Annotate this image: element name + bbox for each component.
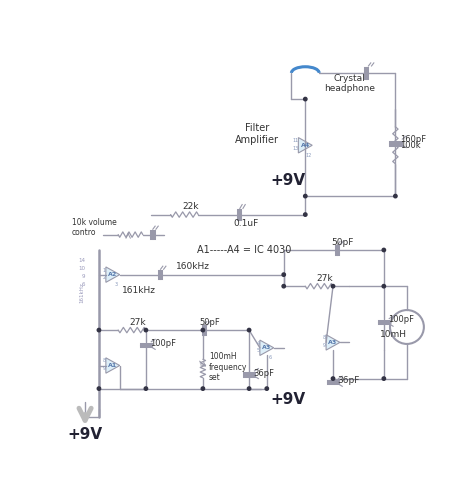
Text: 3: 3 [114, 282, 118, 287]
Polygon shape [326, 335, 340, 350]
Circle shape [282, 273, 285, 277]
Text: A4: A4 [301, 143, 310, 148]
Text: 161kHz: 161kHz [122, 285, 156, 295]
Text: 36pF: 36pF [337, 376, 360, 385]
Text: A1-----A4 = IC 4030: A1-----A4 = IC 4030 [198, 245, 292, 255]
Text: 161kHz: 161kHz [80, 282, 84, 303]
Text: 9: 9 [82, 275, 85, 279]
Circle shape [304, 97, 307, 101]
Text: 36pF: 36pF [253, 369, 274, 378]
Text: 0.1uF: 0.1uF [234, 218, 259, 227]
Text: 50pF: 50pF [199, 318, 220, 327]
Circle shape [282, 284, 285, 288]
Text: 100mH
frequency
set: 100mH frequency set [209, 352, 247, 382]
Text: 100k: 100k [400, 141, 420, 150]
Text: 160kHz: 160kHz [176, 262, 210, 271]
Circle shape [144, 328, 147, 332]
Polygon shape [106, 358, 120, 373]
Circle shape [201, 387, 205, 390]
Text: 10k volume
contro: 10k volume contro [72, 218, 117, 237]
Text: 50pF: 50pF [331, 238, 354, 247]
Circle shape [304, 213, 307, 216]
Circle shape [265, 387, 268, 390]
Text: 22k: 22k [182, 202, 199, 212]
Text: Filter
Amplifier: Filter Amplifier [235, 123, 279, 145]
Text: 27k: 27k [316, 274, 333, 283]
Text: A3: A3 [328, 340, 337, 345]
Circle shape [304, 194, 307, 198]
Text: 9: 9 [323, 343, 326, 348]
Text: 10: 10 [78, 266, 85, 271]
Circle shape [382, 377, 385, 380]
Text: 9: 9 [103, 366, 106, 371]
Circle shape [382, 248, 385, 252]
Polygon shape [106, 267, 120, 282]
Circle shape [247, 387, 251, 390]
Text: A3: A3 [262, 345, 272, 350]
Text: 10mH: 10mH [380, 330, 407, 339]
Text: 11: 11 [292, 138, 298, 143]
Circle shape [382, 284, 385, 288]
Text: 2: 2 [103, 275, 106, 280]
Circle shape [247, 328, 251, 332]
Circle shape [201, 328, 205, 332]
Text: 100pF: 100pF [388, 315, 414, 324]
Polygon shape [260, 340, 273, 356]
Text: A2: A2 [108, 272, 118, 277]
Text: 160pF: 160pF [400, 135, 426, 144]
Circle shape [97, 387, 100, 390]
Text: +9V: +9V [270, 173, 305, 188]
Text: 5: 5 [257, 348, 260, 353]
Text: 27k: 27k [130, 318, 146, 327]
Text: +9V: +9V [270, 392, 305, 407]
Text: 8: 8 [323, 335, 326, 340]
Text: 100pF: 100pF [150, 339, 176, 348]
Text: +9V: +9V [67, 427, 103, 441]
Text: 1: 1 [103, 268, 106, 273]
Text: 13: 13 [292, 146, 298, 151]
Text: 8: 8 [103, 358, 106, 364]
Text: A1: A1 [108, 363, 118, 368]
Text: 12: 12 [305, 153, 311, 158]
Circle shape [97, 328, 100, 332]
Circle shape [331, 284, 335, 288]
Text: 6: 6 [82, 282, 85, 287]
Polygon shape [298, 138, 312, 153]
Text: Crystal
headphone: Crystal headphone [324, 74, 374, 93]
Text: 14: 14 [78, 258, 85, 263]
Text: 4: 4 [257, 340, 260, 346]
Circle shape [144, 387, 147, 390]
Text: 6: 6 [268, 356, 272, 361]
Circle shape [394, 194, 397, 198]
Circle shape [331, 377, 335, 380]
